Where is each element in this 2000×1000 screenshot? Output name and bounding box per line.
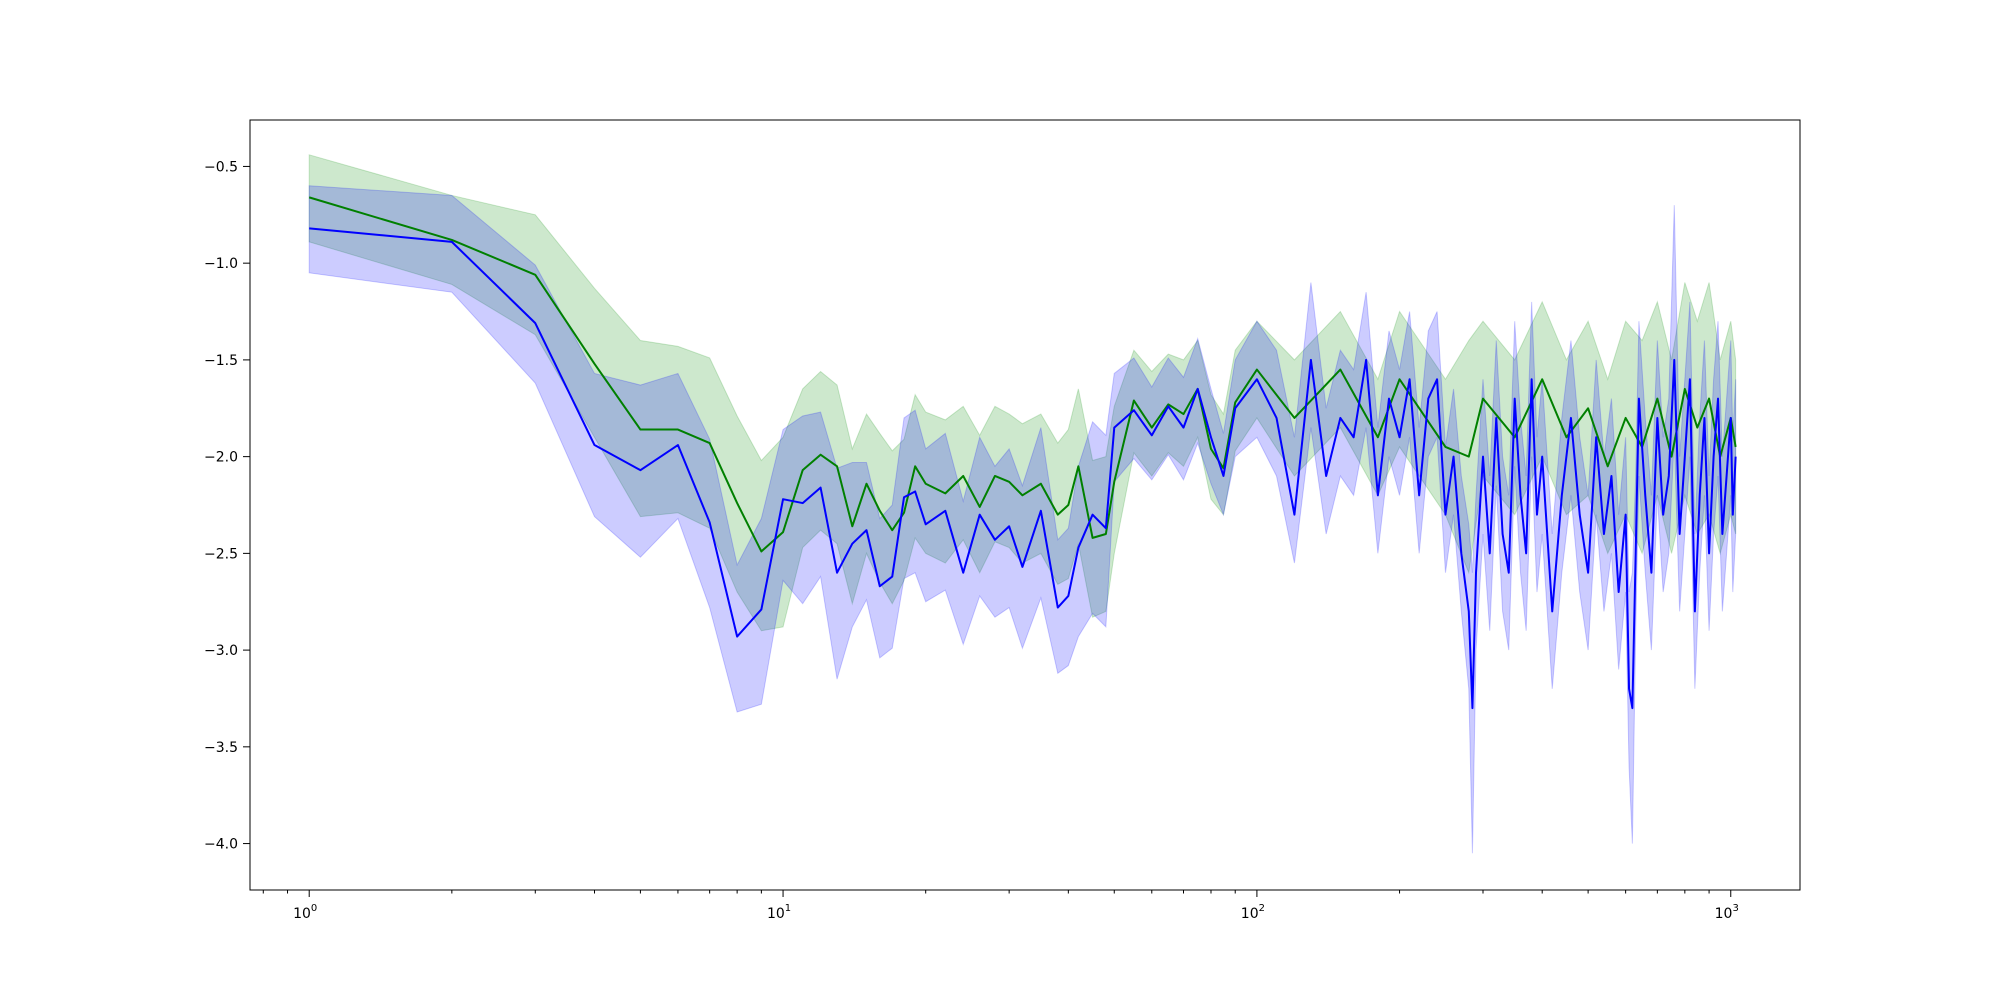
- y-tick-label: −1.5: [204, 353, 238, 369]
- series-2-band: [308, 185, 1737, 854]
- series-2-line: [309, 227, 1737, 710]
- x-tick-label: 100: [293, 903, 317, 922]
- series-1-band: [308, 154, 1737, 632]
- y-tick-label: −1.0: [204, 256, 238, 272]
- x-tick-label: 102: [1241, 903, 1265, 922]
- x-axis-ticks: 100 101 102 103: [262, 890, 1739, 922]
- series-1-line: [308, 196, 1737, 553]
- x-tick-exponent: 3: [1732, 903, 1738, 914]
- x-tick-exponent: 2: [1259, 903, 1265, 914]
- x-tick-base: 10: [767, 906, 785, 922]
- x-tick-label: 101: [767, 903, 791, 922]
- y-tick-label: −2.0: [204, 450, 238, 466]
- x-tick-label: 103: [1715, 903, 1739, 922]
- x-tick-base: 10: [293, 906, 311, 922]
- confidence-bands: [308, 154, 1737, 854]
- x-tick-base: 10: [1715, 906, 1733, 922]
- x-tick-base: 10: [1241, 906, 1259, 922]
- series-lines: [308, 196, 1737, 710]
- y-tick-label: −3.5: [204, 740, 238, 756]
- x-tick-exponent: 1: [785, 903, 791, 914]
- plot-frame: [249, 119, 1801, 891]
- y-axis-ticks: −0.5 −1.0 −1.5 −2.0 −2.5 −3.0 −3.5 −4.0: [204, 159, 250, 853]
- y-tick-label: −2.5: [204, 546, 238, 562]
- y-tick-label: −4.0: [204, 837, 238, 853]
- x-tick-exponent: 0: [311, 903, 317, 914]
- y-tick-label: −3.0: [204, 643, 238, 659]
- y-tick-label: −0.5: [204, 159, 238, 175]
